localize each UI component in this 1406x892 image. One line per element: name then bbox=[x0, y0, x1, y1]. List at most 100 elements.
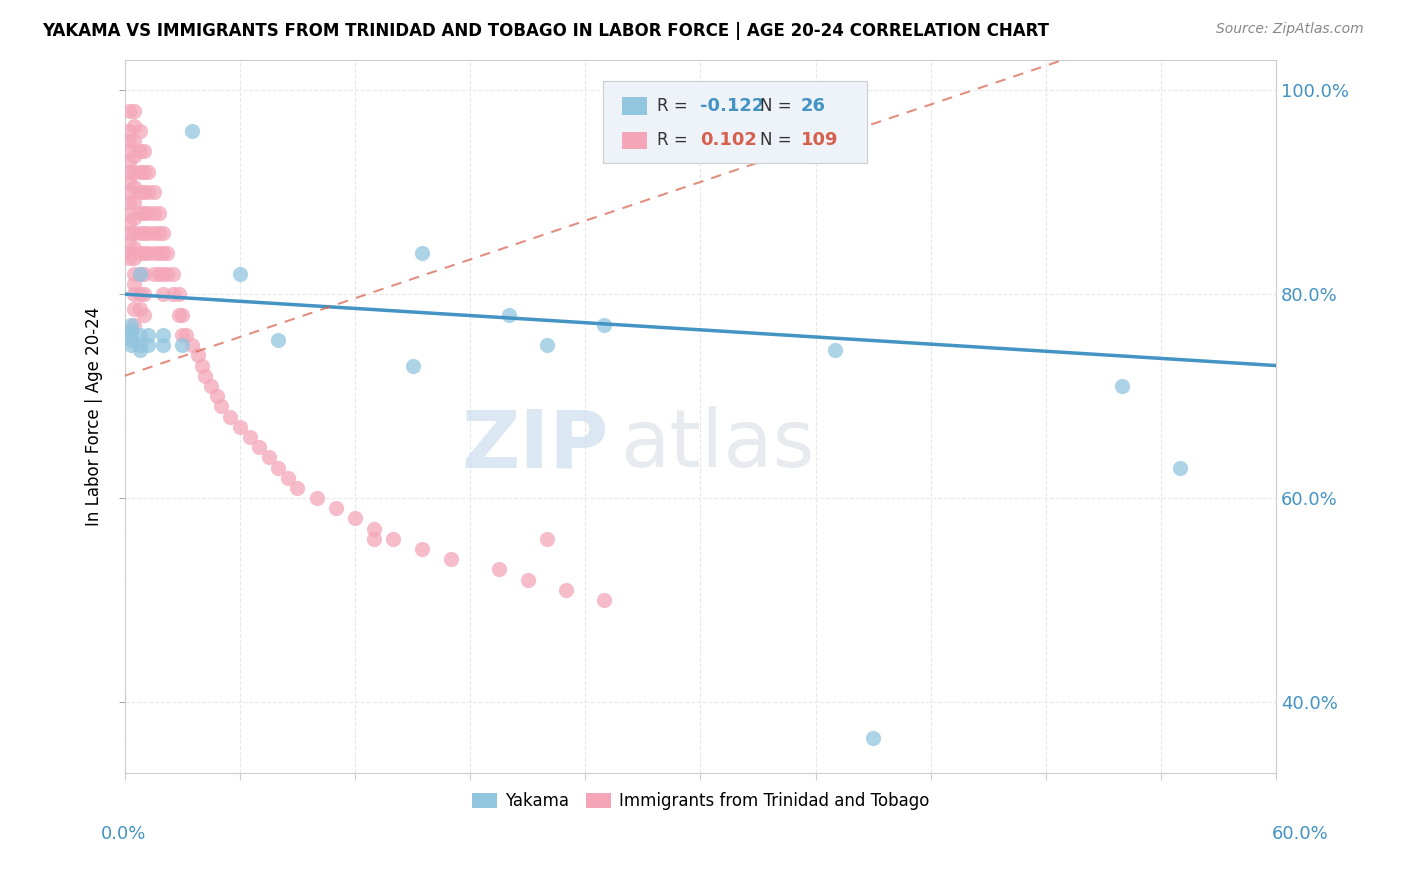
Point bbox=[824, 343, 846, 358]
Point bbox=[118, 103, 141, 118]
Text: R =: R = bbox=[657, 131, 693, 149]
Point bbox=[194, 368, 217, 383]
FancyBboxPatch shape bbox=[621, 132, 647, 149]
Point bbox=[219, 409, 242, 424]
FancyBboxPatch shape bbox=[621, 97, 647, 114]
Point bbox=[129, 226, 152, 240]
Text: -0.122: -0.122 bbox=[700, 97, 765, 115]
Point bbox=[118, 165, 141, 179]
Text: N =: N = bbox=[761, 97, 797, 115]
Point bbox=[118, 124, 141, 138]
Point bbox=[148, 267, 170, 281]
Point bbox=[118, 252, 141, 266]
Point bbox=[129, 124, 152, 138]
Text: 0.102: 0.102 bbox=[700, 131, 758, 149]
Point bbox=[129, 327, 152, 342]
Point bbox=[129, 165, 152, 179]
Point bbox=[536, 338, 558, 352]
Point bbox=[142, 267, 165, 281]
Legend: Yakama, Immigrants from Trinidad and Tobago: Yakama, Immigrants from Trinidad and Tob… bbox=[465, 785, 936, 816]
Point bbox=[132, 226, 155, 240]
Point bbox=[129, 338, 152, 352]
Point bbox=[156, 246, 179, 260]
Point bbox=[124, 226, 146, 240]
Point bbox=[124, 211, 146, 225]
Point bbox=[120, 333, 142, 347]
Point bbox=[148, 226, 170, 240]
Y-axis label: In Labor Force | Age 20-24: In Labor Force | Age 20-24 bbox=[86, 307, 103, 526]
Point bbox=[152, 338, 174, 352]
Point bbox=[593, 593, 616, 607]
Point bbox=[120, 318, 142, 332]
Point bbox=[124, 134, 146, 148]
Point bbox=[363, 522, 385, 536]
Point bbox=[124, 267, 146, 281]
Text: Source: ZipAtlas.com: Source: ZipAtlas.com bbox=[1216, 22, 1364, 37]
Point bbox=[124, 103, 146, 118]
Point bbox=[152, 287, 174, 301]
Point bbox=[152, 246, 174, 260]
Point bbox=[411, 246, 433, 260]
Point bbox=[129, 246, 152, 260]
Point bbox=[148, 205, 170, 219]
Point bbox=[181, 124, 204, 138]
Point bbox=[593, 318, 616, 332]
Point bbox=[118, 195, 141, 210]
Text: 60.0%: 60.0% bbox=[1272, 825, 1329, 843]
Point bbox=[124, 149, 146, 163]
Point bbox=[118, 185, 141, 199]
Point bbox=[229, 267, 252, 281]
Point bbox=[152, 267, 174, 281]
Point bbox=[136, 246, 159, 260]
Point bbox=[344, 511, 367, 525]
Point bbox=[136, 226, 159, 240]
Point bbox=[142, 205, 165, 219]
Point bbox=[124, 277, 146, 291]
Point bbox=[120, 323, 142, 337]
Point bbox=[305, 491, 328, 505]
Point bbox=[124, 165, 146, 179]
Point bbox=[555, 582, 578, 597]
Text: YAKAMA VS IMMIGRANTS FROM TRINIDAD AND TOBAGO IN LABOR FORCE | AGE 20-24 CORRELA: YAKAMA VS IMMIGRANTS FROM TRINIDAD AND T… bbox=[42, 22, 1049, 40]
Point bbox=[181, 338, 204, 352]
Point bbox=[247, 440, 270, 454]
Point bbox=[401, 359, 423, 373]
Point bbox=[172, 338, 194, 352]
Point bbox=[488, 562, 510, 576]
Point bbox=[136, 327, 159, 342]
Point bbox=[209, 400, 232, 414]
Point bbox=[120, 327, 142, 342]
Point bbox=[124, 287, 146, 301]
Point bbox=[136, 185, 159, 199]
Point bbox=[325, 501, 347, 516]
Point bbox=[124, 318, 146, 332]
Point bbox=[136, 338, 159, 352]
Point bbox=[118, 145, 141, 159]
Point bbox=[172, 327, 194, 342]
Text: 109: 109 bbox=[800, 131, 838, 149]
Point bbox=[129, 287, 152, 301]
Point bbox=[229, 419, 252, 434]
Point bbox=[129, 185, 152, 199]
Point bbox=[187, 348, 209, 362]
Point bbox=[124, 180, 146, 194]
Point bbox=[129, 267, 152, 281]
Point bbox=[118, 216, 141, 230]
Point bbox=[142, 246, 165, 260]
Point bbox=[152, 327, 174, 342]
Point bbox=[129, 343, 152, 358]
Point bbox=[174, 327, 197, 342]
Point bbox=[172, 308, 194, 322]
Point bbox=[200, 379, 222, 393]
Point bbox=[382, 532, 405, 546]
Point bbox=[142, 226, 165, 240]
Point bbox=[136, 165, 159, 179]
Point bbox=[257, 450, 280, 465]
Point bbox=[124, 302, 146, 317]
Point bbox=[287, 481, 309, 495]
Point bbox=[124, 252, 146, 266]
Point bbox=[267, 333, 290, 347]
FancyBboxPatch shape bbox=[603, 81, 868, 163]
Point bbox=[156, 267, 179, 281]
Point bbox=[536, 532, 558, 546]
